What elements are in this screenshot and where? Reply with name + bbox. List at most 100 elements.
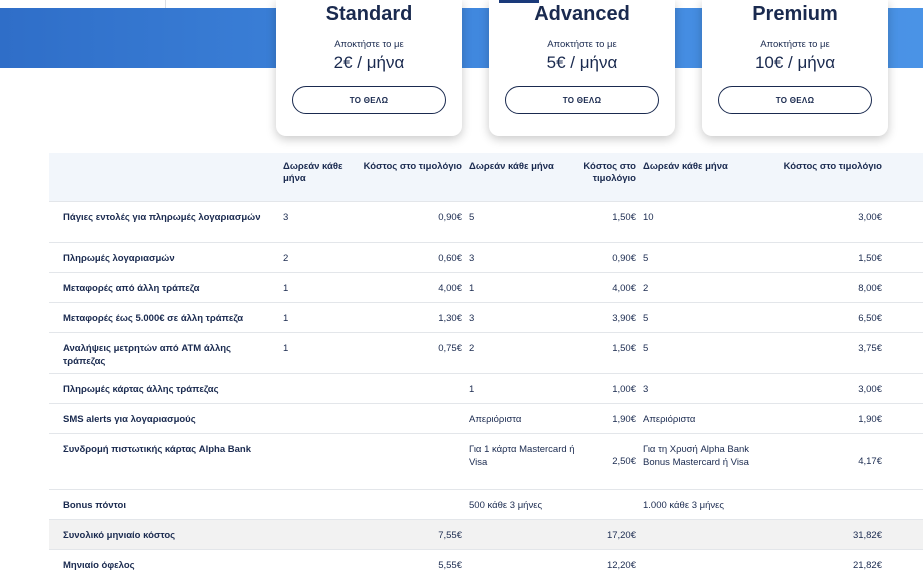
header-free-premium: Δωρεάν κάθε μήνα: [643, 161, 728, 172]
cost-advanced: 1,50€: [583, 201, 643, 243]
free-advanced: 3: [469, 302, 583, 333]
plan-card-premium: Premium Αποκτήστε το με 10€ / μήνα ΤΟ ΘΕ…: [702, 0, 888, 136]
cost-standard: 0,60€: [343, 242, 469, 273]
cost-advanced: 2,50€: [583, 433, 643, 490]
empty-cell: [643, 519, 777, 550]
cost-premium: 1,90€: [777, 403, 923, 434]
table-row: Μεταφορές από άλλη τράπεζα 1 4,00€ 1 4,00€ 2 8…: [49, 272, 923, 303]
header-label-cell: [49, 153, 283, 202]
free-premium: 3: [643, 373, 777, 404]
plan-card-advanced: Advanced Αποκτήστε το με 5€ / μήνα ΤΟ ΘΕ…: [489, 0, 675, 136]
cost-standard: 0,75€: [343, 332, 469, 374]
table-row: Bonus πόντοι 500 κάθε 3 μήνες 1.000 κάθε 3…: [49, 489, 923, 520]
cost-premium: 3,00€: [777, 373, 923, 404]
plan-name: Advanced: [534, 3, 630, 25]
table-row: Πάγιες εντολές για πληρωμές λογαριασμών 3…: [49, 201, 923, 243]
want-it-button-premium[interactable]: ΤΟ ΘΕΛΩ: [718, 86, 872, 114]
cost-standard: 4,00€: [343, 272, 469, 303]
cost-standard: [343, 403, 469, 434]
cost-premium: 6,50€: [777, 302, 923, 333]
free-premium: 5: [643, 242, 777, 273]
table-row: Αναλήψεις μετρητών από ATM άλλης τράπεζα…: [49, 332, 923, 374]
total-row-standard: 7,55€: [343, 519, 469, 550]
total-row-premium: 31,82€: [777, 519, 923, 550]
cost-standard: [343, 433, 469, 490]
cost-premium: 8,00€: [777, 272, 923, 303]
header-cost-advanced: Κόστος στο τιμολόγιο: [583, 161, 636, 184]
cost-advanced: 1,50€: [583, 332, 643, 374]
header-free-advanced: Δωρεάν κάθε μήνα: [469, 161, 554, 172]
empty-cell: [283, 519, 343, 550]
comparison-table: Δωρεάν κάθε μήνα Κόστος στο τιμολόγιο Δω…: [49, 153, 923, 580]
header-cost-standard: Κόστος στο τιμολόγιο: [363, 161, 462, 172]
plan-card-standard: Standard Αποκτήστε το με 2€ / μήνα ΤΟ ΘΕ…: [276, 0, 462, 136]
row-label: Συνδρομή πιστωτικής κάρτας Alpha Bank: [49, 433, 283, 490]
free-standard: [283, 489, 343, 520]
total-row-advanced: 17,20€: [583, 519, 643, 550]
empty-cell: [283, 549, 343, 580]
header-cost-premium: Κόστος στο τιμολόγιο: [783, 161, 882, 172]
row-label: Πάγιες εντολές για πληρωμές λογαριασμών: [49, 201, 283, 243]
benefit-row-advanced: 12,20€: [583, 549, 643, 580]
free-premium: Απεριόριστα: [643, 403, 777, 434]
free-premium: 5: [643, 302, 777, 333]
plan-subtitle: Αποκτήστε το με: [760, 39, 830, 50]
plan-price: 2€ / μήνα: [333, 53, 405, 72]
empty-cell: [643, 549, 777, 580]
benefit-row: Μηνιαίο όφελος 5,55€ 12,20€ 21,82€: [49, 549, 923, 580]
cost-premium: 3,00€: [777, 201, 923, 243]
row-label: Αναλήψεις μετρητών από ATM άλλης τράπεζα…: [49, 332, 283, 374]
plan-subtitle: Αποκτήστε το με: [547, 39, 617, 50]
total-row: Συνολικό μηνιαίο κόστος 7,55€ 17,20€ 31,82€: [49, 519, 923, 550]
free-standard: 1: [283, 272, 343, 303]
cost-standard: 0,90€: [343, 201, 469, 243]
plan-name: Standard: [325, 3, 413, 25]
table-row: Πληρωμές λογαριασμών 2 0,60€ 3 0,90€ 5 1,50€: [49, 242, 923, 273]
row-label: Μεταφορές έως 5.000€ σε άλλη τράπεζα: [49, 302, 283, 333]
want-it-button-standard[interactable]: ΤΟ ΘΕΛΩ: [292, 86, 446, 114]
free-advanced: 500 κάθε 3 μήνες: [469, 489, 583, 520]
free-standard: 1: [283, 332, 343, 374]
cost-advanced: 0,90€: [583, 242, 643, 273]
empty-cell: [469, 549, 583, 580]
plan-subtitle: Αποκτήστε το με: [334, 39, 404, 50]
cost-premium: 1,50€: [777, 242, 923, 273]
cost-premium: 3,75€: [777, 332, 923, 374]
row-label: Bonus πόντοι: [49, 489, 283, 520]
row-label: Πληρωμές κάρτας άλλης τράπεζας: [49, 373, 283, 404]
table-header-row: Δωρεάν κάθε μήνα Κόστος στο τιμολόγιο Δω…: [49, 153, 923, 202]
table-row: Μεταφορές έως 5.000€ σε άλλη τράπεζα 1 1,3…: [49, 302, 923, 333]
benefit-row-label: Μηνιαίο όφελος: [49, 549, 283, 580]
active-accent: [499, 0, 539, 3]
benefit-row-standard: 5,55€: [343, 549, 469, 580]
table-row: Πληρωμές κάρτας άλλης τράπεζας 1 1,00€ 3 3,0…: [49, 373, 923, 404]
cost-advanced: [583, 489, 643, 520]
row-label: Πληρωμές λογαριασμών: [49, 242, 283, 273]
plan-name: Premium: [752, 3, 838, 25]
free-advanced: 3: [469, 242, 583, 273]
free-advanced: 5: [469, 201, 583, 243]
want-it-button-advanced[interactable]: ΤΟ ΘΕΛΩ: [505, 86, 659, 114]
free-standard: [283, 373, 343, 404]
plan-price: 10€ / μήνα: [754, 53, 836, 72]
free-advanced: Για 1 κάρτα Mastercard ή Visa: [469, 433, 583, 490]
cost-premium: [777, 489, 923, 520]
empty-cell: [469, 519, 583, 550]
cost-standard: [343, 489, 469, 520]
free-standard: [283, 403, 343, 434]
free-premium: 5: [643, 332, 777, 374]
free-standard: 3: [283, 201, 343, 243]
cost-advanced: 3,90€: [583, 302, 643, 333]
cost-advanced: 1,00€: [583, 373, 643, 404]
cost-standard: [343, 373, 469, 404]
plan-price: 5€ / μήνα: [546, 53, 618, 72]
row-label: Μεταφορές από άλλη τράπεζα: [49, 272, 283, 303]
cost-advanced: 4,00€: [583, 272, 643, 303]
table-row: Συνδρομή πιστωτικής κάρτας Alpha Bank Για…: [49, 433, 923, 490]
table-row: SMS alerts για λογαριασμούς Απεριόριστα 1,…: [49, 403, 923, 434]
free-standard: 2: [283, 242, 343, 273]
free-advanced: Απεριόριστα: [469, 403, 583, 434]
cost-standard: 1,30€: [343, 302, 469, 333]
free-premium: 10: [643, 201, 777, 243]
free-standard: [283, 433, 343, 490]
